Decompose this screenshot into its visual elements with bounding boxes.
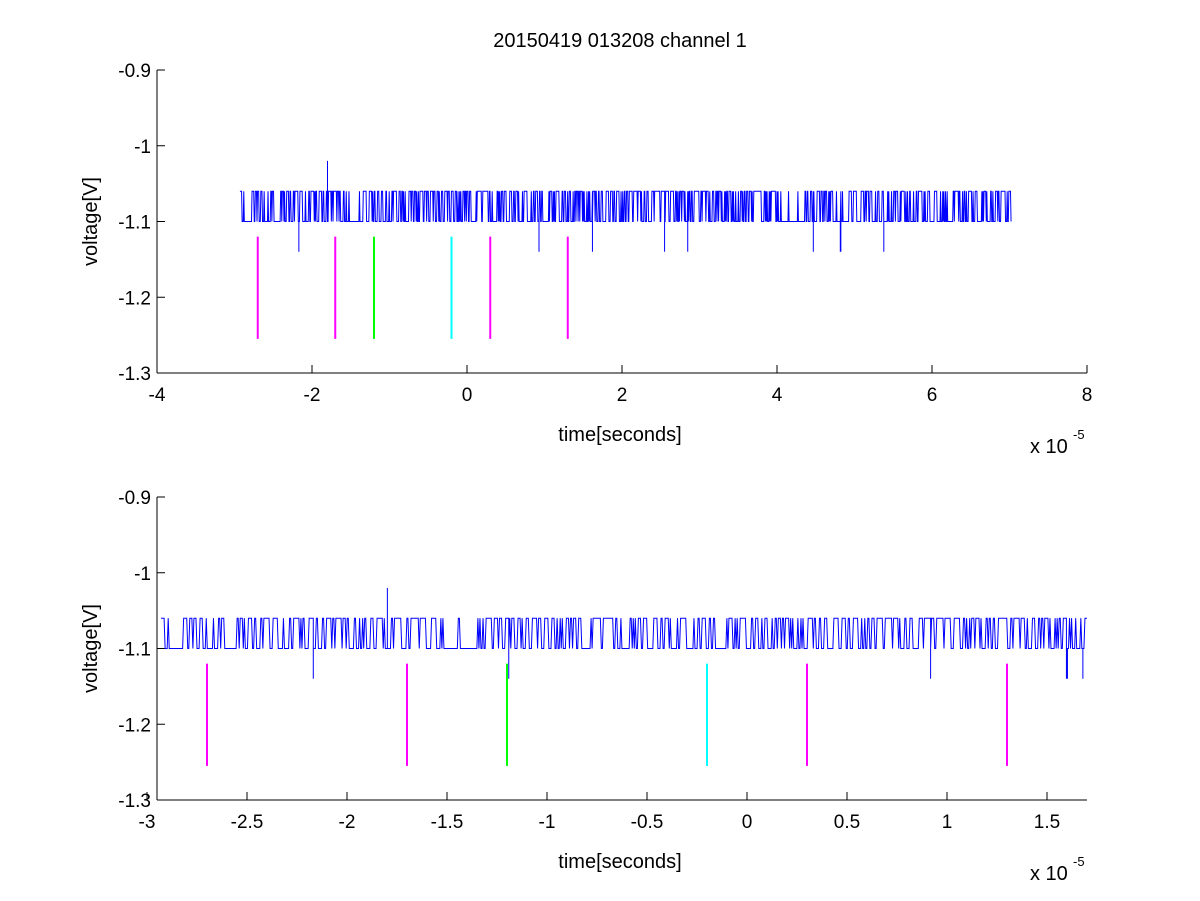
x-tick-label: -1.5 bbox=[431, 812, 464, 833]
x-axis-label: time[seconds] bbox=[558, 424, 681, 446]
x-exponent-label: x 10 bbox=[1030, 436, 1068, 458]
x-tick-label: 0 bbox=[462, 385, 473, 406]
x-tick-label: -2 bbox=[339, 812, 356, 833]
y-tick-label: -1.2 bbox=[118, 288, 151, 309]
y-tick-label: -1.1 bbox=[118, 213, 151, 234]
y-tick-label: -1 bbox=[134, 137, 151, 158]
x-exponent-value: -5 bbox=[1073, 427, 1085, 442]
x-tick-label: -3 bbox=[139, 812, 156, 833]
x-tick-label: -0.5 bbox=[631, 812, 664, 833]
y-tick-label: -0.9 bbox=[118, 61, 151, 82]
signal-trace bbox=[239, 160, 1012, 252]
x-tick-label: -2.5 bbox=[231, 812, 264, 833]
x-tick-label: 6 bbox=[927, 385, 938, 406]
y-tick-label: -1.3 bbox=[118, 791, 151, 812]
x-tick-label: -4 bbox=[149, 385, 166, 406]
y-axis-label: voltage[V] bbox=[80, 604, 102, 693]
x-axis-label: time[seconds] bbox=[558, 851, 681, 873]
y-tick-label: -1.3 bbox=[118, 364, 151, 385]
x-tick-label: -1 bbox=[539, 812, 556, 833]
x-tick-label: 1.5 bbox=[1034, 812, 1060, 833]
bottom-axes: -3 -2.5 -2 -1.5 -1 -0.5 0 0.5 1 1.5 -0.9 -1 -1.1 -1.2… bbox=[80, 488, 1087, 885]
y-axis-label: voltage[V] bbox=[80, 177, 102, 266]
x-tick-label: -2 bbox=[304, 385, 321, 406]
top-axes: -4 -2 0 2 4 6 8 -0.9 -1 -1.1 -1.2 -1.3 time[seconds]… bbox=[80, 61, 1092, 458]
figure-title: 20150419 013208 channel 1 bbox=[493, 30, 747, 52]
y-tick-label: -0.9 bbox=[118, 488, 151, 509]
y-tick-label: -1 bbox=[134, 564, 151, 585]
y-tick-label: -1.1 bbox=[118, 640, 151, 661]
x-tick-label: 0 bbox=[742, 812, 753, 833]
x-tick-label: 2 bbox=[617, 385, 628, 406]
x-tick-label: 1 bbox=[942, 812, 953, 833]
y-tick-label: -1.2 bbox=[118, 715, 151, 736]
x-tick-label: 4 bbox=[772, 385, 783, 406]
x-tick-label: 8 bbox=[1082, 385, 1093, 406]
signal-trace bbox=[161, 587, 1087, 679]
x-tick-label: 0.5 bbox=[834, 812, 860, 833]
x-exponent-label: x 10 bbox=[1030, 863, 1068, 885]
x-exponent-value: -5 bbox=[1073, 854, 1085, 869]
